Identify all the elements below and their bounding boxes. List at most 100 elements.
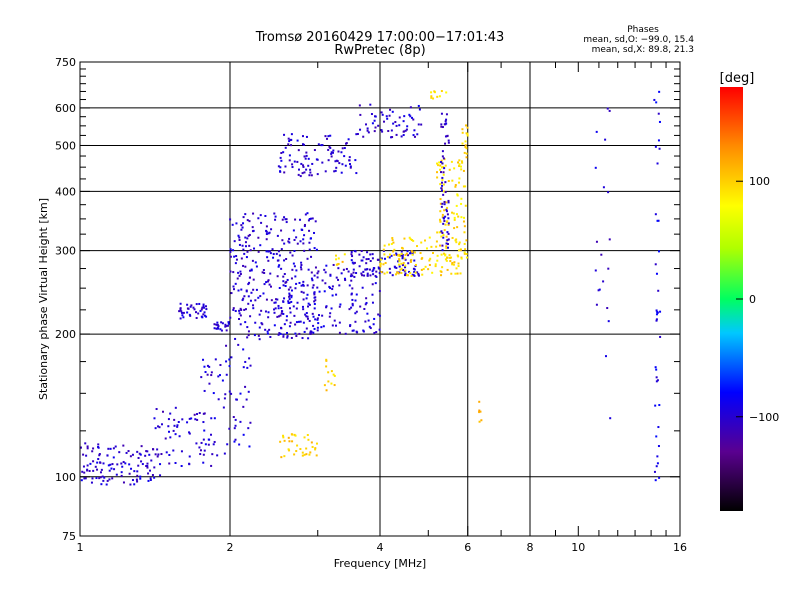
data-point [244, 321, 247, 324]
data-point [465, 152, 468, 155]
data-point [655, 376, 658, 379]
data-point [316, 173, 319, 176]
data-point [417, 272, 420, 275]
data-point [289, 286, 292, 289]
data-point [276, 315, 279, 318]
data-point [655, 368, 658, 371]
data-point [330, 151, 333, 154]
data-point [395, 253, 398, 256]
data-point [447, 139, 450, 142]
data-point [355, 293, 358, 296]
data-point [310, 217, 313, 220]
data-point [168, 462, 171, 465]
data-point [404, 266, 407, 269]
data-point [425, 247, 428, 250]
data-point [251, 226, 254, 229]
data-point [404, 269, 407, 272]
data-point [335, 166, 338, 169]
data-point [290, 296, 293, 299]
data-point [188, 417, 191, 420]
data-point [258, 326, 261, 329]
data-point [308, 453, 311, 456]
data-point [234, 418, 237, 421]
data-point [307, 219, 310, 222]
data-point [444, 258, 447, 261]
data-point [277, 315, 280, 318]
data-point [136, 450, 139, 453]
data-point [393, 248, 396, 251]
y-tick-label: 500 [55, 139, 76, 152]
data-point [463, 252, 466, 255]
data-point [204, 443, 207, 446]
data-point [293, 453, 296, 456]
data-point [246, 366, 249, 369]
data-point [287, 137, 290, 140]
data-point [453, 218, 456, 221]
colorbar-tick-label: −100 [749, 411, 779, 424]
data-point [125, 451, 128, 454]
data-point [656, 311, 659, 314]
data-point [369, 274, 372, 277]
data-point [207, 443, 210, 446]
data-point [442, 190, 445, 193]
data-point [317, 143, 320, 146]
data-point [378, 314, 381, 317]
data-point [279, 332, 282, 335]
data-point [478, 411, 481, 414]
data-point [294, 287, 297, 290]
data-point [306, 293, 309, 296]
data-point [301, 143, 304, 146]
data-point [322, 325, 325, 328]
data-point [443, 203, 446, 206]
data-point [238, 239, 241, 242]
data-point [206, 364, 209, 367]
data-point [338, 321, 341, 324]
data-point [290, 138, 293, 141]
data-point [330, 370, 333, 373]
data-point [440, 274, 443, 277]
data-point [400, 252, 403, 255]
data-point [280, 248, 283, 251]
data-point [348, 163, 351, 166]
data-point [654, 479, 657, 482]
data-point [139, 477, 142, 480]
data-point [380, 271, 383, 274]
data-point [463, 225, 466, 228]
data-point [297, 320, 300, 323]
data-point [446, 206, 449, 209]
data-point [248, 281, 251, 284]
data-point [440, 253, 443, 256]
data-point [282, 300, 285, 303]
data-point [441, 176, 444, 179]
data-point [158, 426, 161, 429]
data-point [235, 255, 238, 258]
data-point [306, 317, 309, 320]
data-point [198, 446, 201, 449]
data-point [181, 418, 184, 421]
data-point [133, 470, 136, 473]
data-point [268, 328, 271, 331]
data-point [332, 373, 335, 376]
data-point [414, 265, 417, 268]
data-point [459, 272, 462, 275]
data-point [327, 371, 330, 374]
data-point [296, 301, 299, 304]
data-point [277, 307, 280, 310]
data-point [442, 193, 445, 196]
data-point [406, 125, 409, 128]
data-point [408, 113, 411, 116]
data-point [414, 271, 417, 274]
data-point [268, 283, 271, 286]
data-point [609, 417, 612, 420]
data-point [457, 262, 460, 265]
data-point [235, 222, 238, 225]
data-point [287, 143, 290, 146]
data-point [109, 447, 112, 450]
data-point [240, 224, 243, 227]
data-point [303, 249, 306, 252]
data-point [92, 460, 95, 463]
data-point [110, 467, 113, 470]
data-point [655, 313, 658, 316]
data-point [121, 465, 124, 468]
data-point [300, 228, 303, 231]
